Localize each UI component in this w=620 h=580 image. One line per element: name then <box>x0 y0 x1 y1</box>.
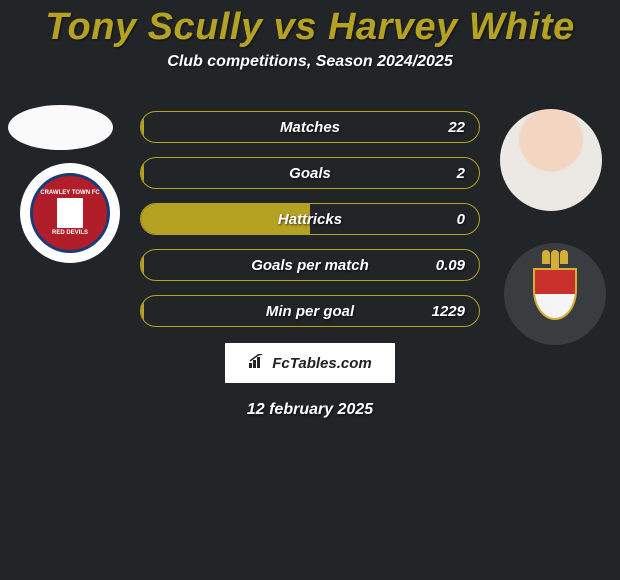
stat-right-value: 1229 <box>432 296 465 326</box>
stat-right-value: 0.09 <box>436 250 465 280</box>
player-left-avatar <box>8 105 113 150</box>
page-subtitle: Club competitions, Season 2024/2025 <box>0 53 620 91</box>
club-left-logo: CRAWLEY TOWN FC RED DEVILS <box>20 163 120 263</box>
comparison-content: CRAWLEY TOWN FC RED DEVILS Matches 22 Go… <box>0 91 620 451</box>
comparison-date: 12 february 2025 <box>0 401 620 419</box>
stat-right-value: 22 <box>448 112 465 142</box>
club-right-logo <box>504 243 606 345</box>
stat-row-goals: Goals 2 <box>140 157 480 189</box>
stat-row-mpg: Min per goal 1229 <box>140 295 480 327</box>
stat-bars: Matches 22 Goals 2 Hattricks 0 Goals per… <box>140 111 480 341</box>
stevenage-badge-icon <box>520 254 590 334</box>
stat-label: Goals per match <box>141 250 479 280</box>
stat-row-gpm: Goals per match 0.09 <box>140 249 480 281</box>
stat-right-value: 2 <box>457 158 465 188</box>
player-right-avatar <box>500 109 602 211</box>
attribution-badge[interactable]: FcTables.com <box>225 343 395 383</box>
stat-label: Goals <box>141 158 479 188</box>
page-title: Tony Scully vs Harvey White <box>0 0 620 53</box>
stat-label: Min per goal <box>141 296 479 326</box>
stat-label: Hattricks <box>141 204 479 234</box>
chart-icon <box>248 354 266 372</box>
attribution-text: FcTables.com <box>272 355 371 372</box>
crawley-badge-icon: CRAWLEY TOWN FC RED DEVILS <box>30 173 110 253</box>
stat-label: Matches <box>141 112 479 142</box>
stat-row-matches: Matches 22 <box>140 111 480 143</box>
stat-row-hattricks: Hattricks 0 <box>140 203 480 235</box>
stat-right-value: 0 <box>457 204 465 234</box>
